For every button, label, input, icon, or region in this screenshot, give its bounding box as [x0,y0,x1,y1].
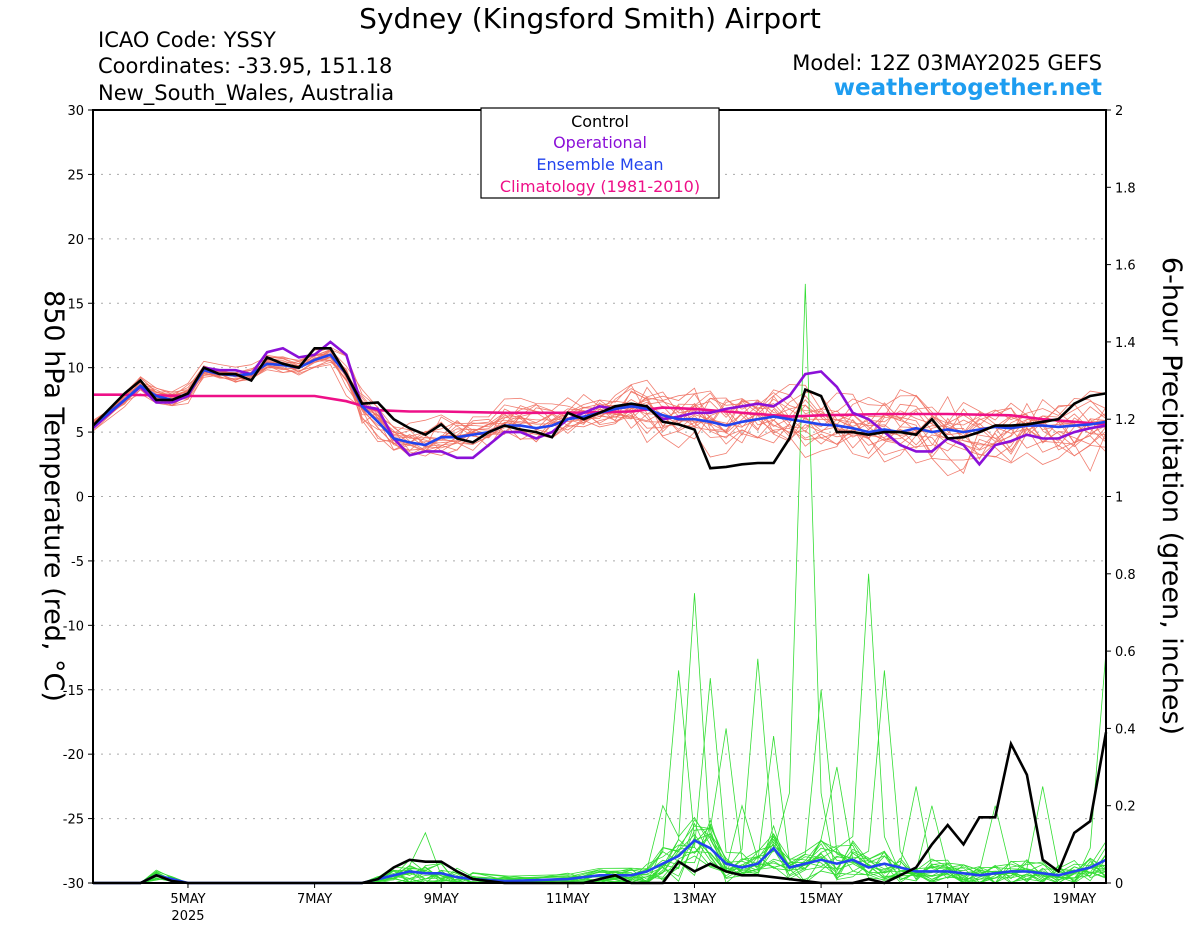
temp-member-11 [92,357,1107,455]
left-tick-label-11: -25 [63,813,84,828]
left-tick-label-6: 0 [76,491,84,506]
operational-temp-line [92,340,1107,467]
precip-member-10 [93,736,1107,884]
precip-member-6 [93,573,1107,884]
region: New_South_Wales, Australia [98,81,395,105]
legend-control: Control [571,112,629,131]
coordinates: Coordinates: -33.95, 151.18 [98,54,393,78]
precip-member-7 [93,670,1107,884]
left-tick-label-2: 20 [67,233,84,248]
right-tick-label-3: 1.4 [1115,336,1136,351]
right-tick-label-1: 1.8 [1115,181,1136,196]
grid-lines [93,173,1106,820]
precip-member-2 [93,678,1107,884]
website-link[interactable]: weathertogether.net [833,75,1102,101]
temp-member-19 [92,349,1107,453]
left-axis-label: 850 hPa Temperature (red, °C) [38,290,69,702]
legend-climatology: Climatology (1981-2010) [500,177,700,196]
precip-member-5 [93,689,1107,884]
precip-member-9 [93,651,1107,884]
temp-member-15 [92,359,1107,459]
left-tick-label-12: -30 [63,877,84,892]
plot-frame [92,109,1107,884]
chart-title: Sydney (Kingsford Smith) Airport [359,2,821,35]
control-precip-line [93,732,1108,885]
right-tick-label-0: 2 [1115,104,1123,119]
right-tick-label-5: 1 [1115,491,1123,506]
precip-member-3 [93,658,1107,884]
left-tick-label-4: 10 [67,362,84,377]
legend: Control Operational Ensemble Mean Climat… [480,107,720,199]
legend-operational: Operational [553,133,647,152]
x-tick-label-2: 9MAY [424,892,459,907]
right-tick-label-10: 0 [1115,877,1123,892]
right-axis-label: 6-hour Precipitation (green, inches) [1156,257,1187,735]
left-tick-label-5: 5 [76,426,84,441]
precip-member-13 [93,766,1107,884]
left-tick-label-0: 30 [67,104,84,119]
legend-ensemble-mean: Ensemble Mean [536,155,663,174]
precip-member-15 [93,804,1107,884]
x-tick-year: 2025 [171,909,204,924]
precip-member-0 [93,670,1107,884]
right-tick-label-8: 0.4 [1115,722,1136,737]
precip-member-8 [93,728,1107,884]
model-run: Model: 12Z 03MAY2025 GEFS [792,51,1102,75]
x-tick-label-1: 7MAY [297,892,332,907]
icao-code: ICAO Code: YSSY [98,28,276,52]
right-tick-label-4: 1.2 [1115,413,1136,428]
x-tick-label-7: 19MAY [1053,892,1097,907]
legend-box [480,107,720,199]
axes: 302520151050-5-10-15-20-25-3021.81.61.41… [63,104,1136,924]
right-tick-label-2: 1.6 [1115,259,1136,274]
x-tick-label-5: 15MAY [799,892,843,907]
control-temp-line [92,347,1107,470]
left-tick-label-8: -10 [63,619,84,634]
left-tick-label-1: 25 [67,168,84,183]
left-tick-label-9: -15 [63,684,84,699]
x-tick-label-6: 17MAY [926,892,970,907]
left-tick-label-7: -5 [71,555,84,570]
x-tick-label-3: 11MAY [546,892,590,907]
x-tick-label-0: 5MAY [170,892,205,907]
temp-member-16 [92,361,1107,456]
precip-member-17 [93,805,1107,884]
right-tick-label-6: 0.8 [1115,568,1136,583]
temp-member-17 [92,349,1107,461]
series-lines [92,340,1108,885]
ensemble-mean-precip-line [93,838,1107,885]
right-tick-label-7: 0.6 [1115,645,1136,660]
left-tick-label-3: 15 [67,297,84,312]
x-tick-label-4: 13MAY [673,892,717,907]
right-tick-label-9: 0.2 [1115,800,1136,815]
left-tick-label-10: -20 [63,748,84,763]
precip-member-1 [93,593,1107,884]
precip-member-19 [93,818,1107,884]
